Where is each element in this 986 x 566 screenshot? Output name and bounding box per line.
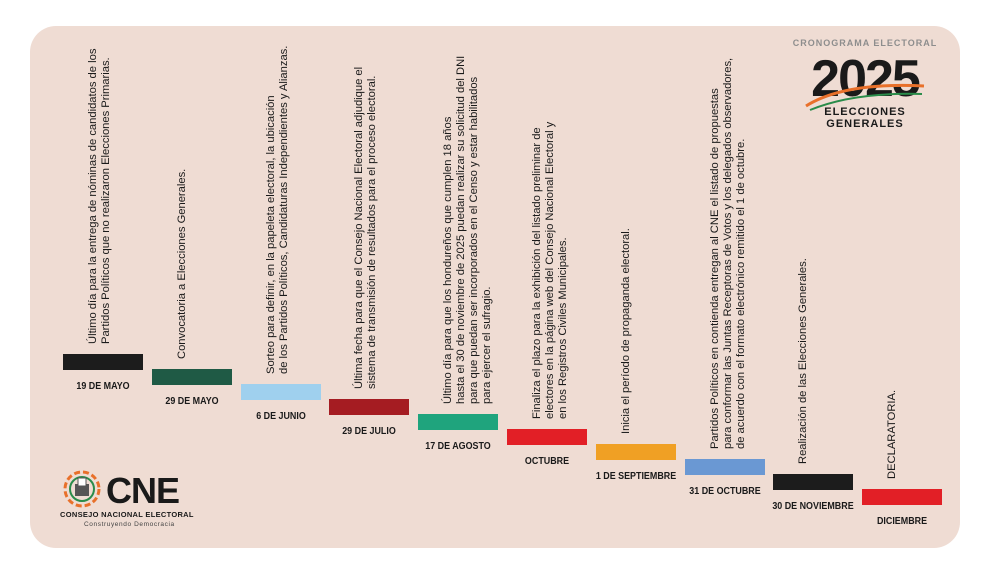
- timeline-description: Inicia el período de propaganda electora…: [620, 228, 633, 434]
- schedule-card: [30, 26, 960, 548]
- description-line: DECLARATORIA.: [886, 389, 899, 479]
- timeline-date: 30 DE NOVIEMBRE: [772, 500, 855, 512]
- description-line: en los Registros Civiles Municipales.: [557, 237, 569, 419]
- description-line: hasta el 30 de noviembre de 2025 puedan …: [455, 55, 468, 404]
- timeline-description: Último día para la entrega de nóminas de…: [87, 49, 113, 344]
- description-line: Último día para la entrega de nóminas de…: [87, 48, 99, 344]
- cne-tagline: Construyendo Democracia: [84, 521, 175, 528]
- cne-wordmark: CNE: [106, 470, 180, 511]
- schedule-kicker: CRONOGRAMA ELECTORAL: [792, 38, 938, 48]
- description-line: de acuerdo con el formato electrónico re…: [734, 138, 747, 449]
- description-line: Realización de las Elecciones Generales.: [797, 258, 810, 464]
- election-brand: CRONOGRAMA ELECTORAL 2025 ELECCIONES GEN…: [790, 38, 940, 130]
- timeline-date: 19 DE MAYO: [76, 380, 130, 392]
- timeline-bar: [240, 384, 321, 400]
- description-line: Partidos Políticos que no realizaron Ele…: [100, 57, 112, 344]
- timeline-description: Realización de las Elecciones Generales.: [797, 258, 810, 464]
- timeline-date: 29 DE JULIO: [342, 425, 397, 437]
- timeline-description: Última fecha para que el Consejo Naciona…: [353, 67, 379, 389]
- timeline-description: Finaliza el plazo para la exhibición del…: [531, 122, 570, 419]
- timeline-description: Convocatoria a Elecciones Generales.: [176, 169, 189, 359]
- timeline-date: 29 DE MAYO: [165, 395, 219, 407]
- swoosh-icon: [805, 83, 925, 111]
- timeline-bar: [595, 444, 676, 460]
- timeline-bar: [684, 459, 765, 475]
- description-line: Convocatoria a Elecciones Generales.: [175, 168, 188, 359]
- description-line: para ejercer el sufragio.: [481, 286, 494, 404]
- description-line: de los Partidos Políticos, Candidaturas …: [277, 45, 290, 374]
- timeline-bar: [329, 399, 410, 415]
- schedule-subtitle: ELECCIONES GENERALES: [824, 106, 906, 130]
- year-logo: 2025: [790, 53, 940, 111]
- timeline-bar: [862, 489, 943, 505]
- description-line: para conformar las Juntas Receptoras de …: [721, 57, 734, 449]
- description-line: para que puedan ser incorporados en el C…: [468, 76, 481, 404]
- timeline-date: 31 DE OCTUBRE: [688, 485, 761, 497]
- timeline-bar: [418, 414, 499, 430]
- description-line: Inicia el período de propaganda electora…: [619, 228, 632, 434]
- description-line: Último día para que los hondureños que c…: [442, 116, 455, 404]
- timeline-date: OCTUBRE: [524, 455, 570, 467]
- timeline-bar: [63, 354, 143, 370]
- timeline-bar: [151, 369, 232, 385]
- cne-full-name: CONSEJO NACIONAL ELECTORAL: [60, 510, 194, 519]
- ballot-box-icon: [63, 470, 101, 508]
- timeline-bar: [773, 474, 854, 490]
- description-line: Última fecha para que el Consejo Naciona…: [353, 66, 366, 389]
- timeline-date: 1 DE SEPTIEMBRE: [595, 470, 676, 482]
- timeline-description: Último día para que los hondureños que c…: [442, 56, 494, 404]
- description-line: Sorteo para definir, en la papeleta elec…: [264, 95, 277, 374]
- description-line: sistema de transmisión de resultados par…: [366, 75, 379, 389]
- description-line: Finaliza el plazo para la exhibición del…: [531, 127, 543, 419]
- timeline-bar: [507, 429, 587, 445]
- timeline-date: DICIEMBRE: [877, 515, 928, 527]
- description-line: Partidos Políticos en contienda entregan…: [708, 88, 721, 449]
- timeline-description: DECLARATORIA.: [886, 390, 899, 479]
- timeline-date: 17 DE AGOSTO: [425, 440, 491, 452]
- timeline-description: Partidos Políticos en contienda entregan…: [709, 58, 748, 449]
- description-line: electores en la página web del Consejo N…: [544, 121, 556, 419]
- timeline-description: Sorteo para definir, en la papeleta elec…: [265, 46, 291, 374]
- timeline-date: 6 DE JUNIO: [255, 410, 306, 422]
